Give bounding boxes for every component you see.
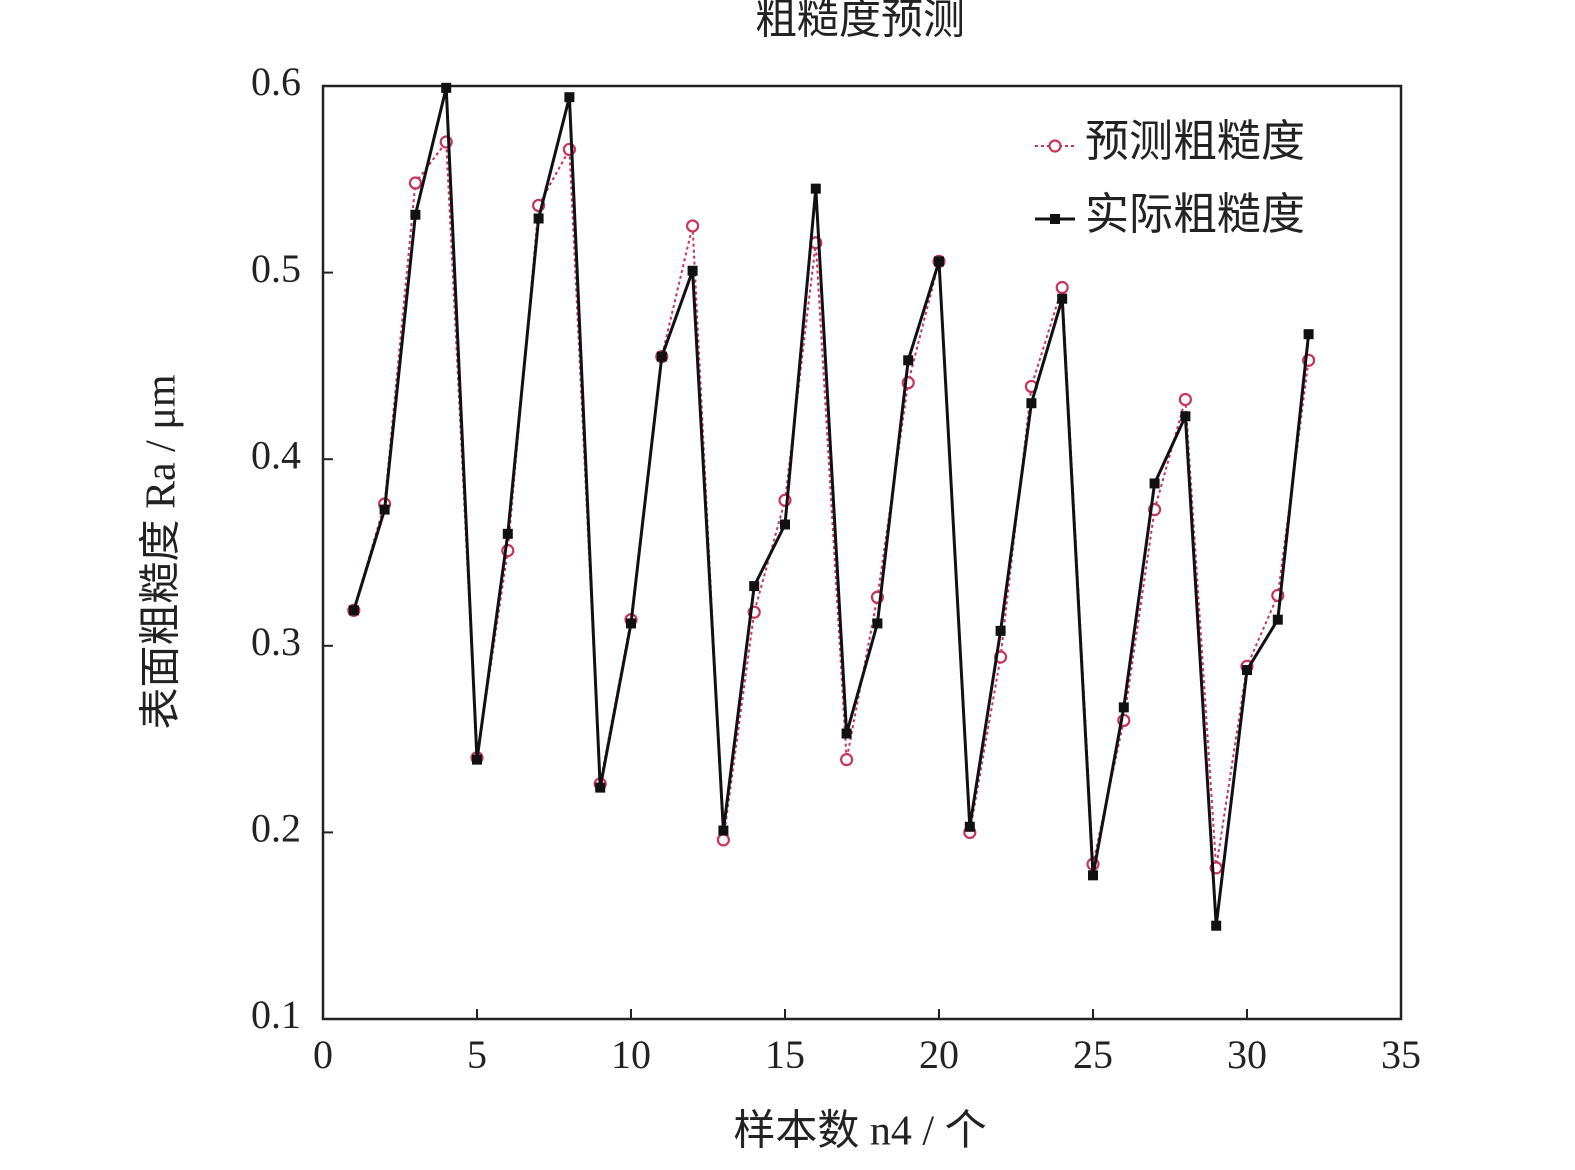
marker (1088, 870, 1098, 881)
x-tick-label: 0 (313, 1032, 333, 1077)
y-axis-label: 表面粗糙度 Ra / μm (139, 374, 185, 729)
y-tick-label: 0.6 (251, 59, 301, 104)
marker (408, 176, 422, 190)
y-tick-label: 0.4 (251, 432, 301, 477)
marker (502, 528, 513, 539)
marker (533, 213, 544, 224)
marker (379, 504, 390, 515)
marker (1211, 920, 1222, 931)
marker (872, 618, 883, 629)
legend-label: 实际粗糙度 (1085, 190, 1305, 239)
marker (1178, 392, 1193, 407)
marker (410, 209, 421, 220)
marker (841, 728, 852, 739)
x-tick-label: 5 (467, 1032, 487, 1077)
marker (441, 82, 452, 93)
marker (903, 355, 914, 366)
marker (718, 825, 729, 836)
marker (1026, 398, 1037, 409)
y-tick-label: 0.3 (251, 619, 301, 664)
chart-title: 粗糙度预测 (755, 0, 965, 44)
y-tick-label: 0.1 (251, 992, 301, 1037)
marker (964, 821, 975, 832)
marker (595, 782, 606, 793)
marker (934, 256, 944, 267)
series-line (352, 139, 1310, 869)
marker (472, 754, 482, 765)
y-tick-label: 0.5 (251, 246, 301, 291)
marker (1118, 702, 1129, 713)
marker (656, 351, 667, 362)
marker (780, 519, 790, 530)
marker (685, 219, 700, 233)
marker (1048, 139, 1062, 153)
marker (1272, 614, 1283, 625)
legend-label: 预测粗糙度 (1085, 117, 1305, 166)
plot-frame (321, 84, 1403, 1021)
marker (839, 753, 854, 767)
marker (749, 581, 760, 592)
marker (1057, 293, 1068, 304)
x-tick-label: 10 (611, 1032, 651, 1077)
x-axis-label: 样本数 n4 / 个 (733, 1109, 986, 1155)
x-tick-label: 30 (1227, 1032, 1267, 1077)
x-tick-label: 20 (919, 1032, 959, 1077)
y-tick-label: 0.2 (251, 806, 301, 851)
marker (810, 183, 821, 194)
marker (716, 833, 731, 847)
marker (1180, 411, 1191, 422)
series-line (352, 87, 1311, 926)
marker (564, 92, 575, 103)
marker (626, 618, 636, 629)
x-tick-label: 35 (1381, 1032, 1421, 1077)
marker (1050, 214, 1060, 224)
x-tick-label: 15 (765, 1032, 805, 1077)
marker (1149, 478, 1160, 489)
marker (1303, 329, 1314, 340)
marker (348, 605, 359, 616)
marker (1242, 665, 1252, 676)
marker (1055, 280, 1069, 295)
x-tick-label: 25 (1073, 1032, 1113, 1077)
marker (687, 265, 698, 276)
marker (995, 625, 1006, 636)
